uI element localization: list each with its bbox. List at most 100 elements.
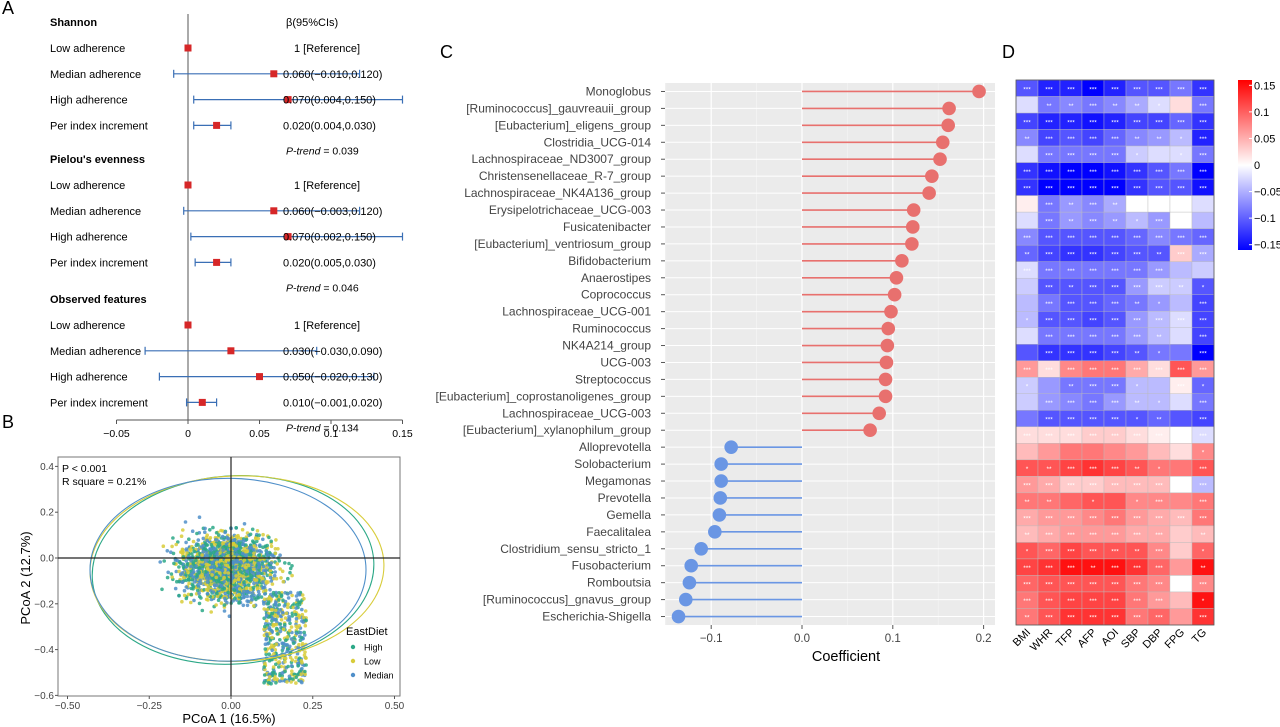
scatter-point-median (197, 591, 201, 595)
scatter-point-low (271, 624, 276, 628)
scatter-point-high (177, 565, 181, 569)
scatter-point-low (303, 609, 308, 613)
lollipop-chart: Monoglobus [Ruminococcus]_gauvreauii_grou… (436, 83, 995, 665)
scatter-point-high (262, 673, 267, 677)
heatmap-significance-stars: *** (1089, 615, 1097, 622)
heatmap-significance-stars: ** (1068, 202, 1074, 209)
scatter-point-median (221, 552, 225, 557)
heatmap-cell (1169, 327, 1193, 345)
heatmap-cell (1015, 145, 1039, 163)
scatter-point-low (276, 547, 280, 551)
forest-x-tick-label: −0.05 (103, 428, 130, 440)
lollipop-head (712, 508, 727, 522)
heatmap-significance-stars: *** (1067, 86, 1075, 93)
scatter-point-high (195, 588, 200, 593)
forest-estimate-point (284, 233, 292, 241)
scatter-point-high (204, 570, 208, 574)
heatmap-significance-stars: *** (1199, 185, 1207, 192)
scatter-point-high (251, 585, 256, 590)
heatmap-significance-stars: *** (1133, 433, 1141, 440)
heatmap-significance-stars: *** (1067, 268, 1075, 275)
scatter-point-median (268, 575, 273, 580)
scatter-point-high (216, 598, 221, 602)
scatter-point-low (225, 563, 230, 568)
scatter-point-low (290, 658, 295, 662)
lollipop-category-label: NK4A214_group (562, 339, 651, 353)
heatmap-cell (1147, 145, 1171, 163)
scatter-point-high (212, 554, 216, 559)
scatter-point-low (219, 528, 223, 533)
scatter-point-high (264, 652, 269, 657)
heatmap-significance-stars: *** (1089, 251, 1097, 258)
heatmap-significance-stars: *** (1089, 86, 1097, 93)
scatter-point-median (245, 603, 250, 608)
scatter-point-low (265, 607, 270, 612)
lollipop-head (925, 169, 939, 183)
scatter-point-low (226, 571, 231, 575)
scatter-point-low (180, 599, 184, 604)
scatter-point-median (233, 565, 238, 570)
heatmap-significance-stars: *** (1023, 235, 1031, 242)
heatmap-significance-stars: *** (1045, 268, 1053, 275)
scatter-point-low (279, 576, 283, 580)
scatter-point-median (258, 543, 262, 547)
lollipop-category-label: Escherichia-Shigella (542, 610, 651, 624)
scatter-point-high (209, 542, 214, 547)
lollipop-x-tick-label: −0.1 (700, 633, 723, 645)
forest-x-tick-label: 0.15 (392, 428, 413, 440)
heatmap-significance-stars: *** (1067, 400, 1075, 407)
heatmap-significance-stars: *** (1177, 317, 1185, 324)
heatmap-cell (1169, 261, 1193, 279)
scatter-point-high (277, 603, 282, 607)
scatter-point-low (269, 544, 274, 549)
heatmap-significance-stars: *** (1045, 334, 1053, 341)
heatmap-column-label: TG (1190, 627, 1209, 646)
heatmap-significance-stars: *** (1133, 251, 1141, 258)
p-trend-text: P-trend = 0.039 (286, 145, 359, 157)
scatter-point-low (213, 542, 217, 547)
heatmap-significance-stars: *** (1067, 367, 1075, 374)
heatmap-significance-stars: *** (1199, 483, 1207, 490)
heatmap-significance-stars: *** (1111, 251, 1119, 258)
heatmap-column-label: DBP (1141, 627, 1165, 651)
scatter-point-high (211, 525, 215, 530)
heatmap-significance-stars: ** (1024, 615, 1030, 622)
scatter-point-median (269, 579, 274, 583)
lollipop-category-label: Erysipelotrichaceae_UCG-003 (489, 203, 651, 217)
scatter-point-low (290, 573, 294, 578)
scatter-point-high (238, 563, 242, 568)
scatter-point-high (160, 587, 164, 592)
scatter-point-median (219, 584, 224, 588)
heatmap-significance-stars: ** (1200, 565, 1206, 572)
heatmap-significance-stars: * (1026, 466, 1029, 473)
scatter-point-median (210, 560, 215, 565)
scatter-y-tick-label: −0.2 (34, 599, 54, 610)
heatmap-cell (1015, 327, 1039, 345)
scatter-point-median (203, 526, 207, 531)
panel-label-a: A (2, 0, 14, 18)
heatmap-significance-stars: * (1180, 136, 1183, 143)
lollipop-category-label: [Ruminococcus]_gnavus_group (483, 593, 651, 607)
scatter-point-low (275, 677, 280, 681)
scatter-point-high (267, 535, 271, 540)
heatmap-significance-stars: *** (1023, 119, 1031, 126)
heatmap-significance-stars: *** (1067, 516, 1075, 523)
heatmap-significance-stars: *** (1045, 235, 1053, 242)
scatter-point-median (294, 616, 299, 621)
heatmap-cell (1169, 410, 1193, 428)
scatter-points (158, 515, 309, 686)
heatmap-significance-stars: *** (1089, 483, 1097, 490)
scatter-point-low (288, 628, 292, 633)
scatter-point-low (218, 551, 222, 555)
scatter-point-high (187, 537, 191, 541)
heatmap-significance-stars: *** (1155, 86, 1163, 93)
lollipop-head (906, 203, 921, 217)
heatmap-cell (1169, 393, 1193, 411)
scatter-point-high (195, 531, 199, 536)
heatmap-cell (1103, 443, 1127, 461)
heatmap-significance-stars: * (1202, 549, 1205, 556)
heatmap-column-label: WHR (1028, 627, 1055, 654)
heatmap-significance-stars: *** (1111, 301, 1119, 308)
heatmap-cell (1015, 344, 1039, 361)
scatter-point-low (240, 527, 245, 532)
